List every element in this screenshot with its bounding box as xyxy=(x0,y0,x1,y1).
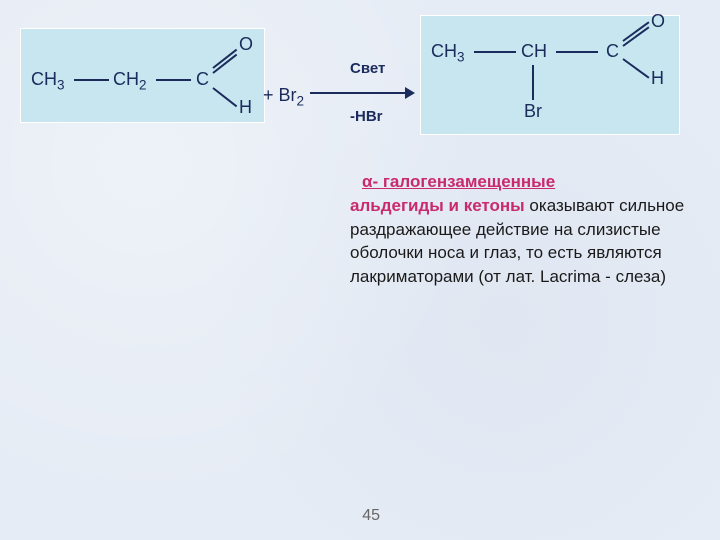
reactant-structure: CH3 CH2 C O H xyxy=(20,28,265,123)
highlight-phrase-1: - галогензамещенные xyxy=(372,172,555,191)
bond xyxy=(622,21,649,41)
bond xyxy=(212,87,237,107)
reactant-o: O xyxy=(239,34,253,55)
reactant-ch3: CH3 xyxy=(31,69,65,93)
reactant-ch2: CH2 xyxy=(113,69,147,93)
bond xyxy=(474,51,516,53)
reaction-arrow xyxy=(310,92,410,94)
description-text: α- галогензамещенные альдегиды и кетоны … xyxy=(350,170,690,289)
reactant-h: H xyxy=(239,97,252,118)
alpha-symbol: α xyxy=(362,172,372,191)
bond xyxy=(212,48,237,68)
condition-light: Свет xyxy=(350,60,385,77)
page-number: 45 xyxy=(362,507,380,525)
reaction-conditions: + Br2 Свет -HBr xyxy=(265,50,415,100)
byproduct-hbr: -HBr xyxy=(350,108,383,125)
bond xyxy=(622,58,649,78)
bond xyxy=(556,51,598,53)
reactant-c: C xyxy=(196,69,209,90)
product-structure: CH3 CH C O H Br xyxy=(420,15,680,135)
product-o: O xyxy=(651,11,665,32)
highlight-phrase-2: альдегиды и кетоны xyxy=(350,196,525,215)
product-ch: CH xyxy=(521,41,547,62)
bond xyxy=(156,79,191,81)
product-br: Br xyxy=(524,101,542,122)
bond xyxy=(532,65,534,100)
product-c: C xyxy=(606,41,619,62)
product-ch3: CH3 xyxy=(431,41,465,65)
product-h: H xyxy=(651,68,664,89)
reaction-arrow-head xyxy=(405,87,415,99)
bond xyxy=(74,79,109,81)
